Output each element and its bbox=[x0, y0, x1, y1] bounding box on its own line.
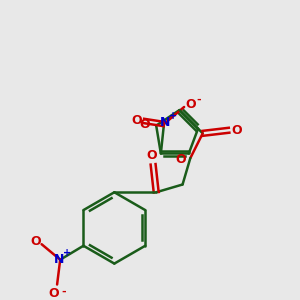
Text: O: O bbox=[186, 98, 196, 111]
Text: O: O bbox=[30, 235, 41, 248]
Text: N: N bbox=[160, 116, 171, 129]
Text: O: O bbox=[132, 114, 142, 128]
Text: +: + bbox=[169, 111, 177, 121]
Text: -: - bbox=[197, 95, 201, 105]
Text: O: O bbox=[232, 124, 242, 137]
Text: +: + bbox=[63, 248, 71, 258]
Text: N: N bbox=[53, 253, 64, 266]
Text: O: O bbox=[49, 287, 59, 300]
Text: O: O bbox=[139, 118, 150, 130]
Text: O: O bbox=[176, 153, 186, 166]
Text: O: O bbox=[146, 148, 157, 161]
Text: -: - bbox=[61, 286, 66, 296]
